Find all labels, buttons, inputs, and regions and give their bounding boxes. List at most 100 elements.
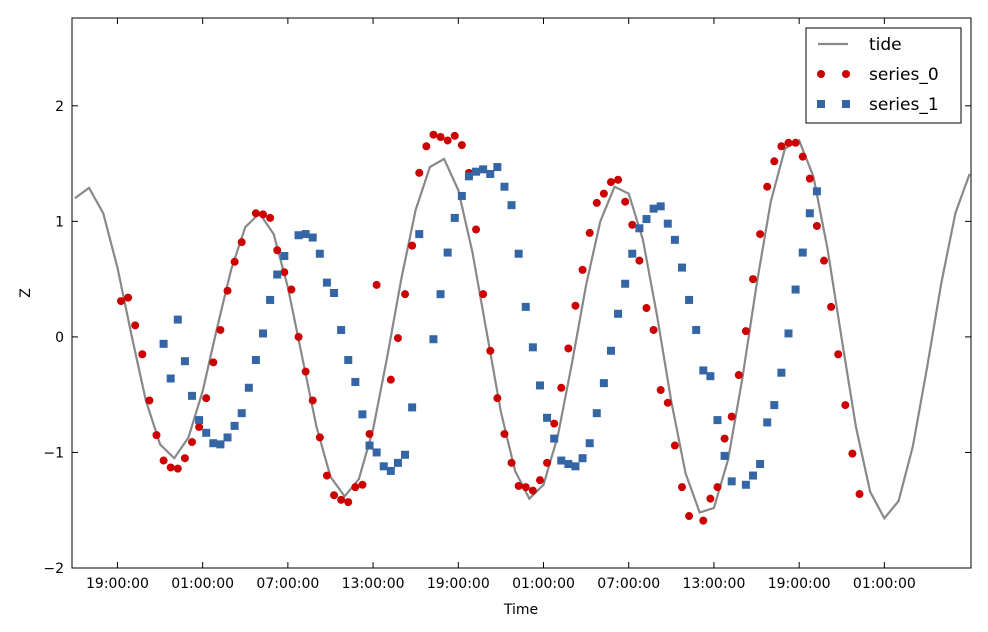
point <box>237 409 246 418</box>
point <box>748 275 757 284</box>
point <box>202 394 211 403</box>
point <box>784 329 793 338</box>
point <box>614 309 623 318</box>
point <box>514 249 523 258</box>
point <box>713 483 722 492</box>
point <box>216 325 225 334</box>
point <box>692 325 701 334</box>
point <box>599 189 608 198</box>
legend-swatch <box>817 70 825 78</box>
point <box>578 454 587 463</box>
legend-label: series_0 <box>869 65 939 85</box>
point <box>351 483 360 492</box>
point <box>649 204 658 213</box>
point <box>223 286 232 295</box>
x-tick-label: 01:00:00 <box>512 576 575 592</box>
point <box>543 413 552 422</box>
legend-label: series_1 <box>869 95 939 115</box>
point <box>798 248 807 257</box>
point <box>173 464 182 473</box>
point <box>230 257 239 266</box>
point <box>677 483 686 492</box>
point <box>756 230 765 239</box>
point <box>145 396 154 405</box>
x-tick-label: 19:00:00 <box>86 576 149 592</box>
point <box>855 490 864 499</box>
point <box>266 213 275 222</box>
point <box>805 174 814 183</box>
point <box>195 416 204 425</box>
point <box>734 371 743 380</box>
point <box>756 460 765 469</box>
point <box>287 285 296 294</box>
point <box>791 138 800 147</box>
point <box>216 440 225 449</box>
y-tick-label: 2 <box>55 99 64 115</box>
point <box>706 372 715 381</box>
point <box>386 375 395 384</box>
point <box>741 480 750 489</box>
point <box>322 471 331 480</box>
point <box>280 268 289 277</box>
point <box>330 491 339 500</box>
point <box>685 295 694 304</box>
point <box>670 235 679 244</box>
point <box>841 401 850 410</box>
point <box>656 386 665 395</box>
point <box>748 471 757 480</box>
point <box>500 429 509 438</box>
y-tick-label: 1 <box>55 214 64 230</box>
point <box>507 458 516 467</box>
point <box>677 263 686 272</box>
y-axis-label: Z <box>18 288 34 298</box>
point <box>429 130 438 139</box>
point <box>486 169 495 178</box>
point <box>621 197 630 206</box>
point <box>777 142 786 151</box>
point <box>443 248 452 257</box>
point <box>230 421 239 430</box>
point <box>578 265 587 274</box>
point <box>408 403 417 412</box>
point <box>223 433 232 442</box>
point <box>237 238 246 247</box>
legend-swatch <box>817 100 825 108</box>
point <box>834 350 843 359</box>
point <box>798 152 807 161</box>
point <box>436 290 445 299</box>
point <box>116 297 125 306</box>
x-axis-label: Time <box>503 602 538 618</box>
point <box>472 167 481 176</box>
point <box>621 279 630 288</box>
point <box>812 221 821 230</box>
point <box>592 198 601 207</box>
point <box>514 481 523 490</box>
point <box>315 433 324 442</box>
point <box>365 441 374 450</box>
point <box>344 356 353 365</box>
point <box>251 209 260 218</box>
ticks: −2 −1 0 1 2 19:00:00 01:00:00 07:00:00 13:00:00 1… <box>43 18 971 592</box>
point <box>685 512 694 521</box>
y-tick-label: 0 <box>55 330 64 346</box>
y-tick-label: −1 <box>43 445 64 461</box>
point <box>649 325 658 334</box>
point <box>273 246 282 255</box>
point <box>727 477 736 486</box>
point <box>706 494 715 503</box>
point <box>763 418 772 427</box>
point <box>308 233 317 242</box>
x-tick-label: 13:00:00 <box>682 576 745 592</box>
point <box>322 278 331 287</box>
point <box>330 289 339 297</box>
point <box>628 249 637 258</box>
point <box>266 295 275 304</box>
point <box>180 357 189 366</box>
point <box>770 157 779 166</box>
point <box>713 416 722 425</box>
point <box>443 136 452 145</box>
point <box>209 358 218 367</box>
point <box>521 302 530 311</box>
point <box>294 332 303 341</box>
point <box>415 230 424 239</box>
